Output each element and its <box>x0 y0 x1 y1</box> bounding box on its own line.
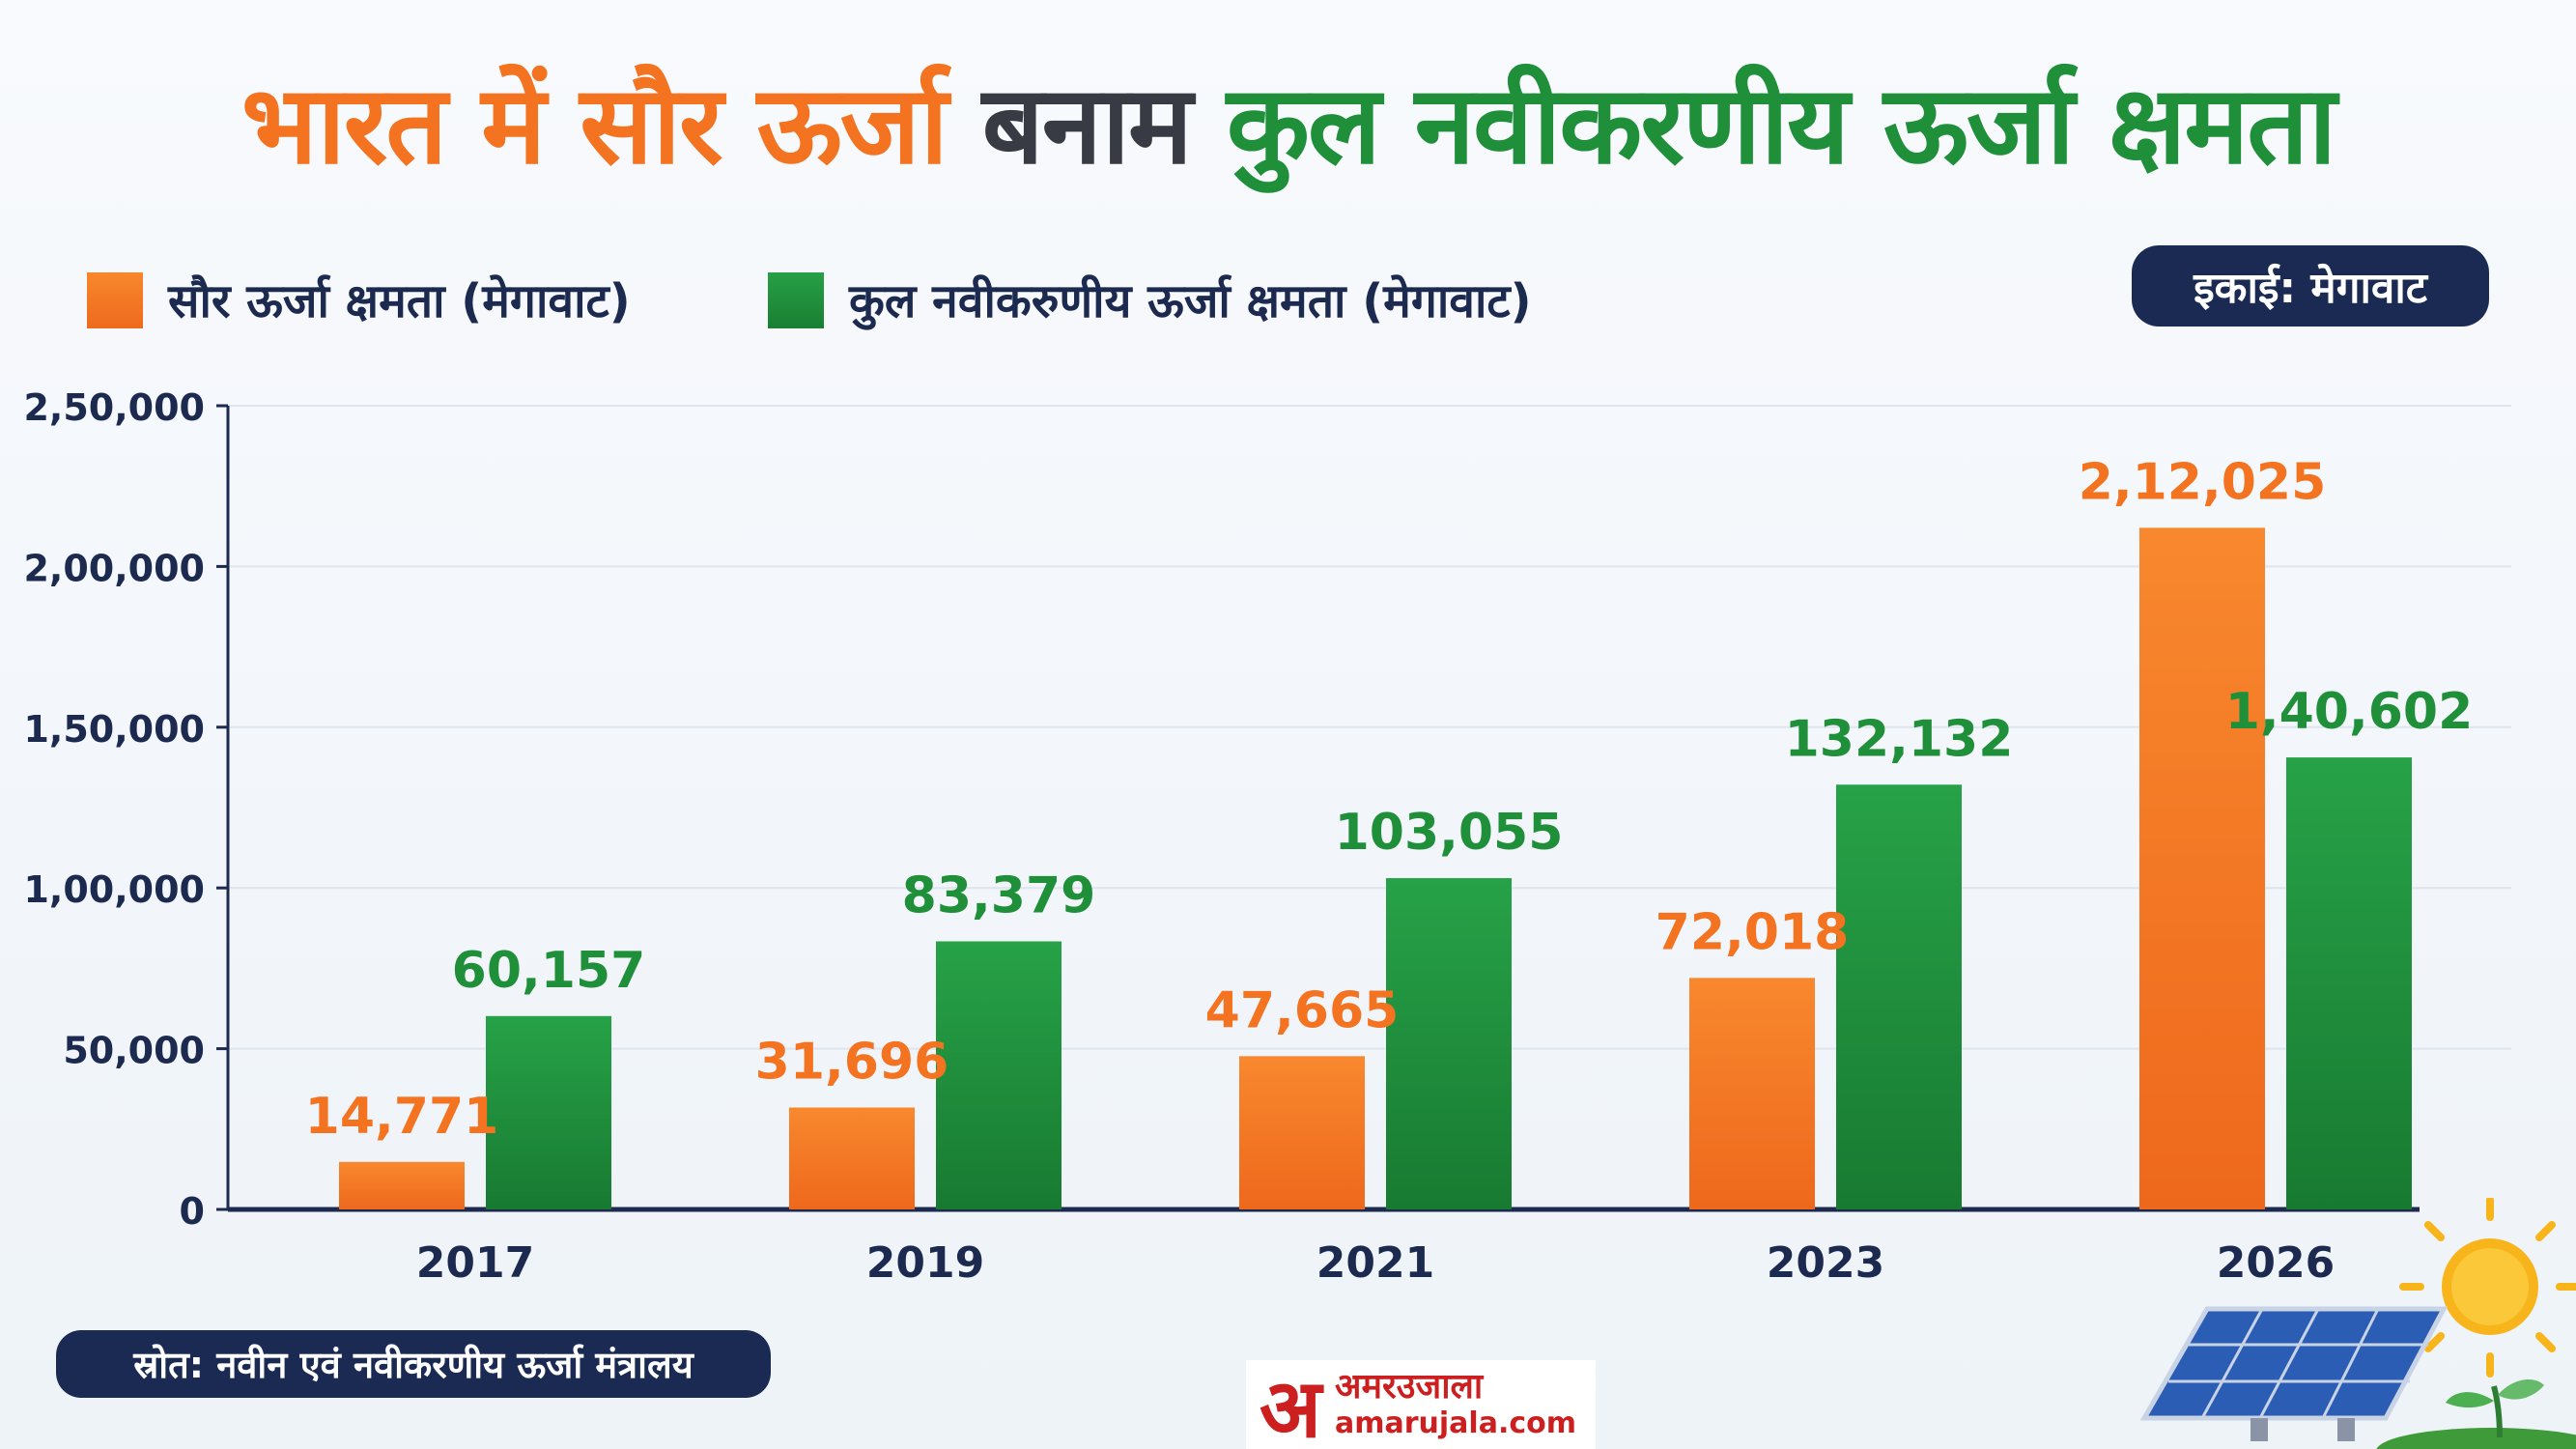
x-tick-label: 2017 <box>416 1238 534 1288</box>
x-tick-label: 2021 <box>1316 1238 1434 1288</box>
title-solar-part: भारत में सौर ऊर्जा <box>241 63 948 188</box>
data-labels: 14,771 60,157 31,696 83,379 47,665 103,055 72,… <box>305 453 2474 1145</box>
bars <box>339 527 2412 1209</box>
data-label-solar: 2,12,025 <box>2079 453 2327 511</box>
bar-solar <box>1239 1056 1365 1209</box>
data-label-solar: 14,771 <box>305 1088 499 1146</box>
y-tick-label: 2,50,000 <box>23 386 205 429</box>
data-label-total: 1,40,602 <box>2225 683 2474 741</box>
solar-panel-illustration <box>2139 1198 2576 1449</box>
bar-total <box>486 1015 611 1209</box>
data-label-solar: 31,696 <box>755 1034 949 1092</box>
solar-panel-icon <box>2139 1306 2449 1441</box>
bar-solar <box>1689 978 1815 1209</box>
y-tick-label: 2,00,000 <box>23 547 205 589</box>
bar-total <box>1386 878 1512 1209</box>
legend-label-total: कुल नवीकरुणीय ऊर्जा क्षमता (मेगावाट) <box>849 274 1532 328</box>
legend-swatch-total <box>768 271 824 328</box>
legend-swatch-solar <box>87 271 143 328</box>
data-label-total: 83,379 <box>902 867 1096 925</box>
title-total-part: कुल नवीकरणीय ऊर्जा क्षमता <box>1226 63 2336 188</box>
legend-label-solar: सौर ऊर्जा क्षमता (मेगावाट) <box>168 274 631 328</box>
bar-total <box>1836 784 1962 1209</box>
bar-solar <box>2139 527 2265 1209</box>
y-tick-label: 1,50,000 <box>23 708 205 751</box>
legend-item-solar: सौर ऊर्जा क्षमता (मेगावाट) <box>87 269 631 331</box>
data-label-total: 103,055 <box>1335 804 1564 862</box>
bar-total <box>2286 757 2412 1209</box>
sun-icon <box>2399 1198 2576 1378</box>
plant-icon <box>2376 1379 2576 1449</box>
logo-text: अमरउजाला amarujala.com <box>1335 1368 1576 1441</box>
logo-hindi: अमरउजाला <box>1335 1367 1484 1406</box>
chart-title: भारत में सौर ऊर्जा बनाम कुल नवीकरणीय ऊर्… <box>0 46 2576 194</box>
x-tick-label: 2023 <box>1767 1238 1884 1288</box>
bar-solar <box>339 1161 465 1209</box>
source-badge: स्रोत: नवीन एवं नवीकरणीय ऊर्जा मंत्रालय <box>56 1330 771 1398</box>
bar-solar <box>789 1107 915 1209</box>
y-tick-label: 50,000 <box>63 1030 205 1072</box>
data-label-total: 60,157 <box>452 942 646 1000</box>
axes: 0 50,000 1,00,000 1,50,000 2,00,000 2,50,000 2… <box>23 386 2420 1288</box>
bar-total <box>936 941 1062 1209</box>
data-label-solar: 47,665 <box>1205 981 1400 1039</box>
legend-item-total: कुल नवीकरुणीय ऊर्जा क्षमता (मेगावाट) <box>768 269 1532 331</box>
y-tick-label: 0 <box>180 1190 205 1233</box>
unit-badge: इकाई: मेगावाट <box>2132 245 2489 327</box>
logo-mark: अ <box>1259 1360 1322 1449</box>
data-label-total: 132,132 <box>1785 710 2014 768</box>
x-tick-label: 2019 <box>866 1238 984 1288</box>
x-tick-label: 2026 <box>2217 1238 2335 1288</box>
amarujala-logo: अ अमरउजाला amarujala.com <box>1246 1360 1596 1449</box>
title-versus-part: बनाम <box>981 63 1193 188</box>
logo-latin: amarujala.com <box>1335 1406 1577 1440</box>
data-label-solar: 72,018 <box>1656 903 1850 961</box>
y-tick-label: 1,00,000 <box>23 868 205 911</box>
